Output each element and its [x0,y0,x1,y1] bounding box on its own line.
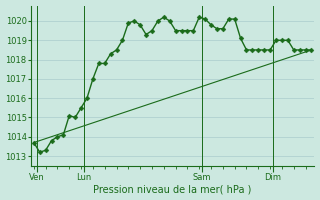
X-axis label: Pression niveau de la mer( hPa ): Pression niveau de la mer( hPa ) [93,184,252,194]
